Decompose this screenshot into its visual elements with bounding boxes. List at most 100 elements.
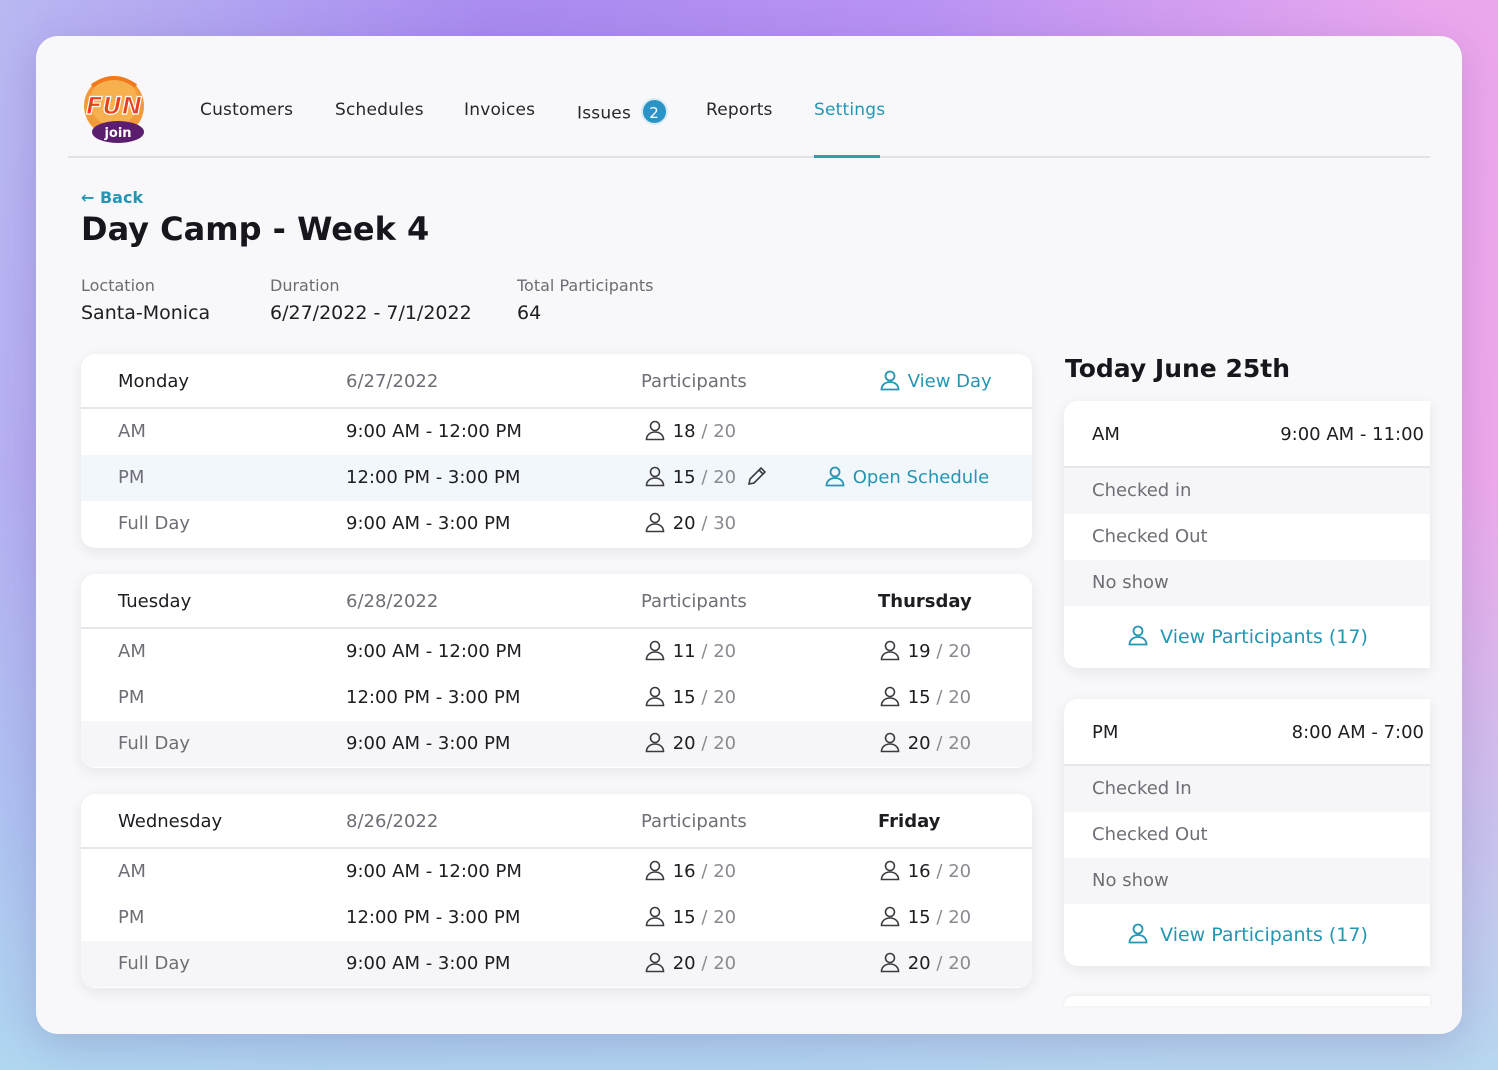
nav-reports[interactable]: Reports	[706, 100, 773, 120]
status-row-checked-out[interactable]: Checked Out	[1092, 824, 1208, 845]
participant-count: 20 / 20	[643, 941, 736, 987]
user-icon	[645, 732, 665, 753]
fun-join-logo[interactable]: FUN join	[78, 72, 154, 148]
participant-count-second-day: 20 / 20	[878, 941, 971, 987]
card-header: Wednesday 8/26/2022 Participants Friday	[81, 794, 1032, 849]
view-participants-button[interactable]: View Participants (17)	[1064, 904, 1430, 966]
time-range: 12:00 PM - 3:00 PM	[346, 907, 521, 928]
status-row-no-show[interactable]: No show	[1064, 858, 1430, 904]
card-header: Monday 6/27/2022 Participants View Day	[81, 354, 1032, 409]
table-row[interactable]: AM 9:00 AM - 12:00 PM 16 / 20 16 / 20	[81, 849, 1032, 895]
view-day-button[interactable]: View Day	[878, 354, 992, 409]
edit-capacity-button[interactable]	[745, 455, 769, 501]
duration-label: Duration	[270, 276, 340, 295]
nav-invoices[interactable]: Invoices	[464, 100, 536, 120]
session-header: AM 9:00 AM - 11:00	[1064, 401, 1430, 468]
count-value: 20	[907, 733, 931, 754]
count-separator: /	[701, 513, 708, 534]
time-range: 9:00 AM - 3:00 PM	[346, 953, 511, 974]
time-range: 9:00 AM - 12:00 PM	[346, 861, 522, 882]
today-title: Today June 25th	[1065, 354, 1290, 383]
second-day-name: Thursday	[878, 591, 972, 612]
participant-count-second-day: 15 / 20	[878, 895, 971, 941]
session-time: 8:00 AM - 7:00	[1291, 722, 1424, 743]
slot-label: AM	[118, 421, 146, 442]
time-range: 9:00 AM - 12:00 PM	[346, 641, 522, 662]
status-row-checked-in[interactable]: Checked in	[1064, 468, 1430, 514]
participant-count: 20 / 30	[643, 501, 736, 547]
table-row[interactable]: AM 9:00 AM - 12:00 PM 18 / 20	[81, 409, 1032, 455]
day-date: 6/27/2022	[346, 371, 439, 392]
view-participants-button[interactable]: View Participants (17)	[1064, 606, 1430, 668]
slot-label: AM	[118, 641, 146, 662]
slot-label: Full Day	[118, 513, 191, 534]
capacity-value: 20	[713, 861, 737, 882]
time-range: 12:00 PM - 3:00 PM	[346, 467, 521, 488]
total-participants-value: 64	[517, 302, 542, 324]
nav-customers[interactable]: Customers	[200, 100, 294, 120]
count-separator: /	[701, 687, 708, 708]
status-row-checked-out[interactable]: Checked Out	[1092, 526, 1208, 547]
day-card-wednesday-friday: Wednesday 8/26/2022 Participants Friday …	[81, 794, 1032, 988]
table-row[interactable]: AM 9:00 AM - 12:00 PM 11 / 20 19 / 20	[81, 629, 1032, 675]
user-icon	[645, 860, 665, 881]
day-name: Tuesday	[118, 591, 192, 612]
issues-count-badge: 2	[640, 98, 668, 125]
arrow-left-icon: ←	[81, 188, 95, 207]
nav-schedules[interactable]: Schedules	[335, 100, 424, 120]
user-icon	[880, 640, 900, 661]
logo-text-fun: FUN	[86, 92, 142, 120]
view-participants-label: View Participants (17)	[1160, 626, 1368, 648]
table-row[interactable]: PM 12:00 PM - 3:00 PM 15 / 20 15 / 20	[81, 675, 1032, 721]
participants-header: Participants	[641, 591, 747, 612]
nav-issues[interactable]: Issues 2	[577, 98, 668, 127]
count-separator: /	[701, 421, 708, 442]
capacity-value: 20	[713, 907, 737, 928]
session-header: PM 8:00 AM - 7:00	[1064, 699, 1430, 766]
participant-count: 20 / 20	[643, 721, 736, 767]
count-value: 16	[672, 861, 696, 882]
user-icon	[645, 640, 665, 661]
table-row[interactable]: Full Day 9:00 AM - 3:00 PM 20 / 20 20 / …	[81, 721, 1032, 767]
user-icon	[880, 952, 900, 973]
page-title: Day Camp - Week 4	[81, 210, 430, 248]
table-row[interactable]: PM 12:00 PM - 3:00 PM 15 / 20 15 / 20	[81, 895, 1032, 941]
participant-count-second-day: 19 / 20	[878, 629, 971, 675]
time-range: 9:00 AM - 3:00 PM	[346, 733, 511, 754]
capacity-value: 20	[948, 687, 972, 708]
table-row[interactable]: Full Day 9:00 AM - 3:00 PM 20 / 20 20 / …	[81, 941, 1032, 987]
user-icon	[880, 860, 900, 881]
session-slot: PM	[1092, 722, 1119, 743]
status-row-no-show[interactable]: No show	[1064, 560, 1430, 606]
second-day-name: Friday	[878, 811, 941, 832]
slot-label: PM	[118, 467, 145, 488]
user-icon	[645, 512, 665, 533]
count-separator: /	[701, 861, 708, 882]
session-card-partial	[1064, 996, 1430, 1006]
count-value: 20	[907, 953, 931, 974]
participant-count: 16 / 20	[643, 849, 736, 895]
count-separator: /	[701, 733, 708, 754]
participant-count: 15 / 20	[643, 675, 736, 721]
participant-count: 15 / 20	[643, 455, 736, 501]
day-card-tuesday-thursday: Tuesday 6/28/2022 Participants Thursday …	[81, 574, 1032, 768]
app-window: FUN join Customers Schedules Invoices Is…	[36, 36, 1462, 1034]
view-day-label: View Day	[907, 371, 992, 392]
nav-settings[interactable]: Settings	[814, 100, 886, 120]
count-value: 20	[672, 733, 696, 754]
table-row[interactable]: PM 12:00 PM - 3:00 PM 15 / 20 Open Sched…	[81, 455, 1032, 501]
user-icon	[1128, 625, 1148, 645]
count-separator: /	[701, 953, 708, 974]
table-row[interactable]: Full Day 9:00 AM - 3:00 PM 20 / 30	[81, 501, 1032, 547]
time-range: 9:00 AM - 12:00 PM	[346, 421, 522, 442]
open-schedule-button[interactable]: Open Schedule	[823, 455, 989, 501]
capacity-value: 20	[713, 733, 737, 754]
status-row-checked-in[interactable]: Checked In	[1064, 766, 1430, 812]
user-icon	[880, 686, 900, 707]
back-link[interactable]: ← Back	[81, 188, 143, 207]
user-icon	[645, 906, 665, 927]
day-card-monday: Monday 6/27/2022 Participants View Day A…	[81, 354, 1032, 548]
day-date: 6/28/2022	[346, 591, 439, 612]
participant-count: 15 / 20	[643, 895, 736, 941]
count-separator: /	[936, 907, 943, 928]
